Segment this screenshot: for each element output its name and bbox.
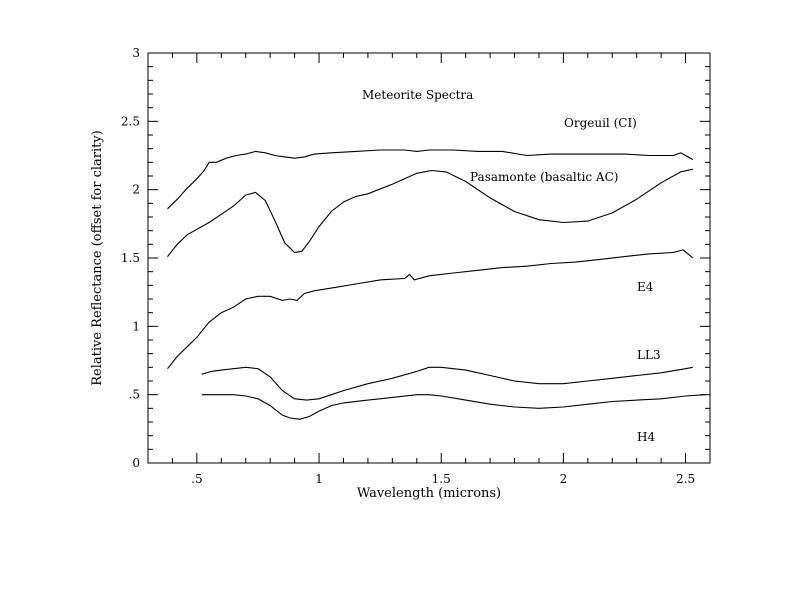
series-line-e4 — [167, 249, 694, 370]
y-tick-label: 2 — [132, 183, 140, 197]
series-label-ll3: LL3 — [637, 348, 661, 362]
y-axis-title: Relative Reflectance (offset for clarity… — [90, 130, 105, 386]
x-tick-label: 2.5 — [676, 472, 695, 486]
y-tick-label: 3 — [132, 46, 140, 60]
x-axis-title: Wavelength (microns) — [357, 486, 501, 501]
axis-ticks — [147, 52, 711, 464]
y-tick-label: 2.5 — [121, 114, 140, 128]
x-tick-label: .5 — [191, 472, 202, 486]
series-line-orgeuil-ci — [167, 149, 694, 210]
y-tick-label: 1.5 — [121, 251, 140, 265]
x-tick-label: 1 — [315, 472, 323, 486]
plot-frame — [147, 52, 711, 464]
series-lines — [167, 149, 706, 420]
series-label-h4: H4 — [637, 430, 655, 444]
x-tick-label: 1.5 — [432, 472, 451, 486]
series-line-ll3 — [201, 366, 694, 401]
y-tick-label: 1 — [132, 319, 140, 333]
y-tick-label: 0 — [132, 456, 140, 470]
series-label-e4: E4 — [637, 280, 654, 294]
series-line-h4 — [201, 394, 706, 420]
chart-title: Meteorite Spectra — [362, 88, 473, 102]
axis-tick-labels: .5 1 1.5 2 2.5 0 .5 1 1.5 2 2.5 3 — [121, 46, 695, 486]
series-line-pasamonte-basaltic-ac — [167, 168, 694, 257]
x-tick-label: 2 — [560, 472, 568, 486]
series-label-orgeuil: Orgeuil (CI) — [564, 116, 637, 130]
series-label-pasamonte: Pasamonte (basaltic AC) — [470, 170, 618, 184]
y-tick-label: .5 — [129, 388, 140, 402]
